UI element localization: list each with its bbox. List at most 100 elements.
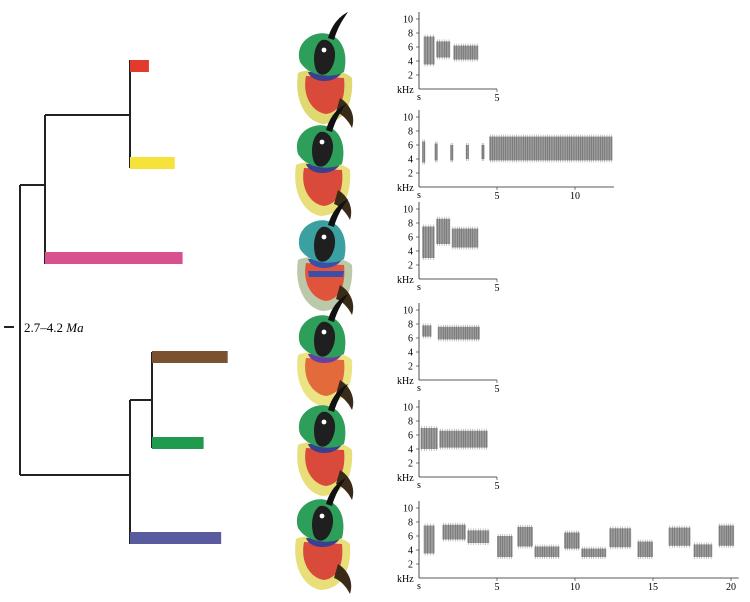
bird-tail — [336, 98, 354, 128]
bird-eye — [321, 234, 327, 240]
song-element — [489, 136, 613, 161]
lineage-bar — [130, 157, 175, 169]
y-axis-label: kHz — [397, 183, 414, 194]
x-origin-label: s — [417, 383, 421, 394]
song-element — [465, 145, 469, 159]
y-tick-label: 10 — [403, 403, 413, 414]
y-tick-label: 6 — [408, 43, 413, 54]
sunbird-head — [295, 478, 352, 594]
bird-face — [314, 39, 336, 75]
y-tick-label: 4 — [408, 247, 413, 258]
x-tick-label: 5 — [495, 93, 500, 104]
x-tick-label: 5 — [495, 283, 500, 294]
bird-tail — [336, 380, 354, 410]
bird-tail — [336, 285, 354, 315]
x-tick-label: 10 — [570, 191, 580, 202]
bird-breast — [303, 542, 343, 580]
song-element — [422, 325, 432, 337]
bird-bill — [328, 12, 348, 40]
y-axis-label: kHz — [397, 574, 414, 585]
y-tick-label: 2 — [408, 459, 413, 470]
y-tick-label: 8 — [408, 29, 413, 40]
bird-eye — [319, 139, 325, 145]
bird-eye — [321, 47, 327, 53]
bird-eye — [321, 329, 327, 335]
y-tick-label: 6 — [408, 431, 413, 442]
x-tick-label: 10 — [570, 582, 580, 593]
node-age-unit: Ma — [65, 320, 84, 335]
y-tick-label: 2 — [408, 169, 413, 180]
node-age-label: 2.7–4.2 Ma — [24, 320, 84, 335]
x-origin-label: s — [417, 92, 421, 103]
bird-eye — [319, 513, 325, 519]
y-tick-label: 10 — [403, 306, 413, 317]
song-element — [434, 143, 438, 161]
bird-face — [314, 226, 336, 262]
bird-bill — [328, 384, 348, 412]
x-tick-label: 5 — [495, 191, 500, 202]
y-tick-label: 4 — [408, 155, 413, 166]
y-tick-label: 4 — [408, 445, 413, 456]
song-element — [481, 145, 485, 159]
y-tick-label: 4 — [408, 57, 413, 68]
bird-face — [314, 411, 336, 447]
bird-face — [314, 321, 336, 357]
y-tick-label: 8 — [408, 417, 413, 428]
song-element — [436, 41, 451, 58]
song-element — [423, 36, 435, 65]
song-element — [423, 525, 435, 554]
song-element — [436, 218, 451, 244]
y-tick-label: 10 — [403, 504, 413, 515]
sunbird-head — [297, 294, 354, 410]
sunbird-head — [297, 384, 354, 500]
bird-eye — [321, 419, 327, 425]
song-element — [450, 145, 454, 161]
bird-breast — [305, 358, 345, 396]
y-tick-label: 8 — [408, 320, 413, 331]
y-tick-label: 6 — [408, 334, 413, 345]
bird-bill — [328, 199, 348, 227]
x-tick-label: 5 — [495, 384, 500, 395]
phylogenetic-tree — [4, 60, 153, 544]
y-tick-label: 6 — [408, 532, 413, 543]
lineage-bar — [45, 252, 183, 264]
x-tick-label: 20 — [726, 582, 736, 593]
sunbird-head — [297, 12, 354, 128]
bird-illustration-group — [295, 12, 354, 594]
y-tick-label: 10 — [403, 15, 413, 26]
y-tick-label: 2 — [408, 362, 413, 373]
node-age-range: 2.7–4.2 — [24, 320, 63, 335]
x-origin-label: s — [417, 190, 421, 201]
y-axis-label: kHz — [397, 85, 414, 96]
lineage-bar — [130, 60, 149, 72]
y-tick-label: 2 — [408, 71, 413, 82]
bird-face — [312, 131, 334, 167]
y-axis-label: kHz — [397, 376, 414, 387]
y-tick-label: 4 — [408, 348, 413, 359]
bird-bill — [326, 478, 346, 506]
bird-tail — [336, 470, 354, 500]
lineage-bar — [152, 437, 204, 449]
bar-group — [45, 60, 228, 544]
song-element — [451, 228, 479, 248]
x-tick-label: 5 — [495, 481, 500, 492]
y-tick-label: 10 — [403, 205, 413, 216]
y-tick-label: 10 — [403, 113, 413, 124]
x-tick-label: 5 — [495, 582, 500, 593]
y-axis-label: kHz — [397, 473, 414, 484]
y-tick-label: 6 — [408, 141, 413, 152]
y-tick-label: 8 — [408, 219, 413, 230]
y-tick-label: 8 — [408, 127, 413, 138]
bird-tail — [334, 564, 352, 594]
bird-face — [312, 505, 334, 541]
lineage-bar — [152, 351, 228, 363]
y-tick-label: 6 — [408, 233, 413, 244]
song-element — [422, 141, 426, 163]
